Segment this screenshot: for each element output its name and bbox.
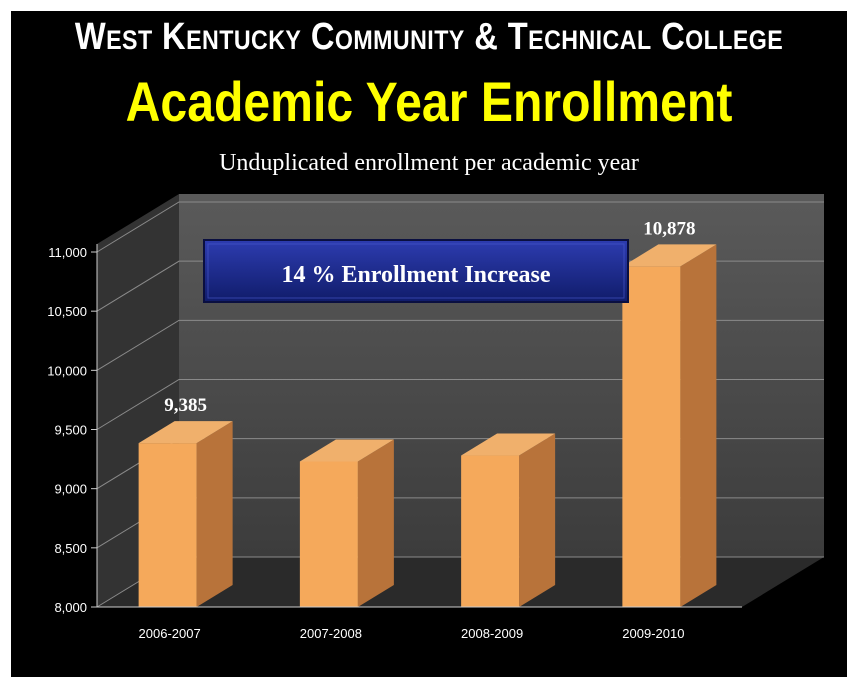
y-tick-label: 10,500: [47, 304, 87, 319]
y-tick-label: 8,500: [54, 541, 87, 556]
bar-top: [461, 433, 556, 456]
chart-subtitle: Unduplicated enrollment per academic yea…: [219, 150, 639, 176]
x-tick-label: 2007-2008: [300, 626, 362, 641]
y-tick-label: 11,000: [48, 245, 87, 260]
gridline: [96, 319, 824, 371]
bar-top: [622, 244, 717, 267]
y-axis: 8,000 8,500 9,000 9,500 10,000 10,500 11,000: [47, 244, 98, 615]
bar-top: [299, 439, 394, 462]
y-tick-label: 9,000: [54, 482, 87, 497]
callout-text: 14 % Enrollment Increase: [281, 262, 550, 288]
bars: 9,385 10,878: [138, 218, 717, 608]
bar-side: [357, 439, 394, 607]
chart-title: Academic Year Enrollment: [125, 70, 733, 133]
gridline: [96, 201, 824, 253]
source-note: Source: Integrated Postsecondary Educati…: [18, 650, 848, 676]
bar: [299, 439, 394, 607]
x-tick-label: 2009-2010: [622, 626, 684, 641]
y-tick-label: 8,000: [54, 600, 87, 615]
bar-side: [519, 433, 556, 607]
bar-front: [622, 266, 681, 607]
bar-front: [461, 455, 520, 607]
college-name: West Kentucky Community & Technical Coll…: [74, 16, 784, 58]
bar: [622, 244, 717, 608]
gridline: [96, 379, 824, 430]
bar: [138, 421, 233, 607]
bar-front: [138, 443, 197, 607]
x-tick-label: 2008-2009: [461, 626, 523, 641]
bar-side: [680, 244, 717, 608]
enrollment-increase-callout: 14 % Enrollment Increase: [203, 239, 629, 303]
bar-value-label: 10,878: [643, 218, 695, 239]
x-axis: 2006-2007 2007-2008 2008-2009 2009-2010: [97, 606, 742, 641]
x-tick-label: 2006-2007: [139, 626, 201, 641]
y-tick-label: 10,000: [47, 363, 87, 378]
y-tick-label: 9,500: [54, 423, 87, 438]
bar: [461, 433, 556, 607]
bar-front: [299, 461, 358, 607]
bar-side: [196, 421, 233, 607]
bar-top: [138, 421, 233, 444]
source-text: Integrated Postsecondary Education Data …: [89, 650, 673, 675]
bar-value-label: 9,385: [164, 395, 207, 416]
source-label: Source:: [18, 650, 90, 675]
